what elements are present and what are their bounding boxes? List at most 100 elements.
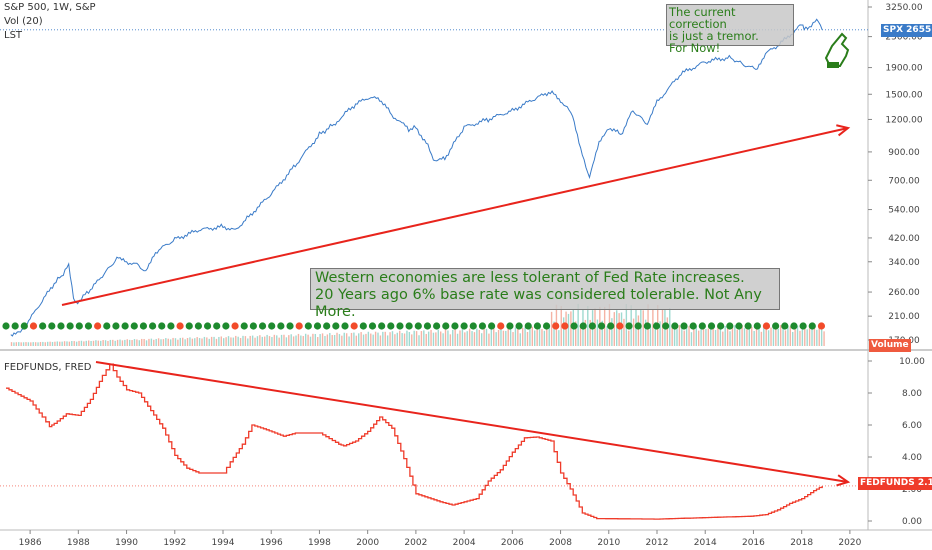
- y-tick-label: 8.00: [902, 389, 922, 399]
- lst-dot: [799, 322, 807, 330]
- volume-bar: [693, 326, 695, 346]
- lst-dot: [781, 322, 789, 330]
- volume-bar: [295, 335, 297, 346]
- volume-bar: [818, 325, 820, 346]
- volume-bar: [27, 342, 30, 346]
- lst-dot: [790, 322, 798, 330]
- volume-bar: [480, 333, 483, 346]
- volume-bar: [15, 342, 18, 346]
- volume-bar: [201, 338, 203, 346]
- volume-bar: [321, 333, 324, 346]
- volume-bar: [367, 331, 370, 346]
- volume-bar: [312, 333, 314, 346]
- y-tick-label: 700.00: [888, 176, 920, 186]
- lst-dot: [533, 322, 542, 330]
- volume-bar: [717, 325, 719, 346]
- volume-bar: [401, 333, 403, 346]
- volume-bar: [579, 325, 582, 346]
- grid-lines: [0, 0, 932, 531]
- x-tick-label: 2014: [694, 538, 717, 548]
- lst-legend: LST: [4, 30, 23, 41]
- volume-bar: [418, 335, 420, 346]
- lst-dot: [268, 322, 276, 330]
- volume-bar: [54, 341, 56, 346]
- volume-bar: [256, 336, 259, 346]
- volume-bar: [514, 327, 517, 346]
- volume-bar: [288, 335, 290, 346]
- volume-bar: [589, 319, 591, 346]
- volume-bar: [350, 332, 353, 346]
- volume-bar: [678, 325, 681, 346]
- lst-dot: [368, 322, 377, 330]
- volume-bar: [71, 341, 73, 346]
- y-tick-label: 3250.00: [885, 3, 922, 13]
- volume-bar: [652, 309, 654, 346]
- volume-bar: [87, 340, 90, 346]
- lst-dot: [277, 322, 285, 330]
- fedfunds-trend-arrow-head: [836, 474, 851, 487]
- volume-bar: [136, 339, 138, 346]
- volume-bar: [167, 338, 169, 346]
- volume-bar: [148, 338, 150, 346]
- volume-bar: [394, 334, 396, 346]
- volume-bar: [198, 338, 201, 346]
- volume-bar: [550, 311, 553, 346]
- volume-bar: [483, 328, 485, 346]
- fedfunds-series: [0, 363, 868, 520]
- volume-bar: [454, 329, 456, 346]
- volume-bar: [333, 334, 336, 346]
- volume-bar: [78, 340, 80, 346]
- volume-bar: [109, 339, 112, 346]
- x-tick-label: 2018: [790, 538, 813, 548]
- lst-dot: [20, 322, 28, 330]
- fed-rate-note-line: 20 Years ago 6% base rate was considered…: [315, 287, 762, 320]
- volume-bar: [220, 336, 222, 346]
- volume-bar: [194, 338, 196, 346]
- volume-bar: [73, 341, 75, 346]
- volume-bar: [570, 311, 572, 346]
- lst-dot: [258, 322, 267, 330]
- lst-dot: [524, 322, 532, 330]
- lst-dot: [497, 322, 505, 330]
- volume-bar: [493, 328, 495, 346]
- lst-dot: [469, 322, 477, 330]
- spx-trend-arrow: [61, 127, 849, 306]
- volume-bar: [85, 340, 87, 346]
- lst-dot: [240, 322, 248, 330]
- volume-bar: [464, 332, 466, 346]
- volume-bar: [116, 339, 119, 346]
- volume-bar: [509, 329, 512, 346]
- lst-dot: [423, 322, 432, 330]
- spx-y-axis: 3250.00 2500.00 1900.00 1500.00 1200.00 900.0…: [868, 3, 923, 346]
- volume-bar: [80, 340, 83, 346]
- lst-dot: [11, 322, 19, 330]
- x-tick-label: 2010: [597, 538, 620, 548]
- volume-bar: [20, 342, 22, 346]
- volume-bar: [283, 334, 285, 346]
- volume-bar: [779, 325, 782, 346]
- volume-bar: [736, 329, 738, 346]
- volume-bar: [126, 339, 128, 346]
- volume-bar: [348, 336, 350, 346]
- lst-dot: [185, 322, 193, 330]
- x-tick-label: 2004: [453, 538, 476, 548]
- volume-bar: [92, 340, 95, 346]
- correction-note-line: For Now!: [669, 41, 721, 55]
- x-tick-label: 1998: [308, 538, 331, 548]
- volume-bar: [208, 338, 210, 346]
- volume-bar: [341, 335, 343, 346]
- lst-dot: [726, 322, 734, 330]
- volume-bar: [613, 312, 615, 346]
- lst-dot: [652, 322, 661, 330]
- volume-bar: [276, 335, 278, 346]
- volume-bar: [304, 333, 307, 346]
- volume-bar: [182, 337, 184, 346]
- volume-bar: [97, 340, 100, 346]
- volume-bar: [606, 326, 608, 346]
- lst-dot: [39, 322, 47, 330]
- lst-dot: [772, 322, 780, 330]
- volume-bar: [490, 329, 493, 346]
- volume-bar: [353, 332, 355, 346]
- volume-bar: [307, 334, 309, 346]
- volume-bar: [669, 307, 671, 346]
